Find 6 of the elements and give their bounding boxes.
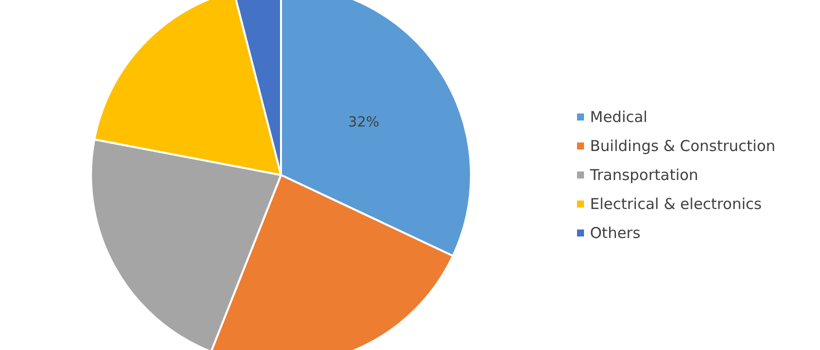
data-label: 32% xyxy=(348,114,380,130)
legend-label: Transportation xyxy=(589,166,698,184)
legend-label: Electrical & electronics xyxy=(590,195,762,213)
legend-label: Others xyxy=(590,224,641,242)
legend-label: Medical xyxy=(590,108,648,126)
legend-label: Buildings & Construction xyxy=(590,137,776,155)
